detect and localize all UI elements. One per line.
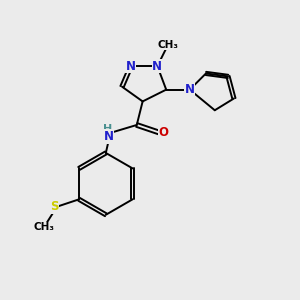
Text: O: O	[159, 126, 169, 140]
Text: N: N	[185, 83, 195, 96]
Text: CH₃: CH₃	[157, 40, 178, 50]
Text: N: N	[126, 60, 136, 73]
Text: N: N	[104, 130, 114, 143]
Text: CH₃: CH₃	[33, 222, 54, 232]
Text: S: S	[50, 200, 59, 213]
Text: N: N	[152, 60, 162, 73]
Text: H: H	[103, 124, 112, 134]
